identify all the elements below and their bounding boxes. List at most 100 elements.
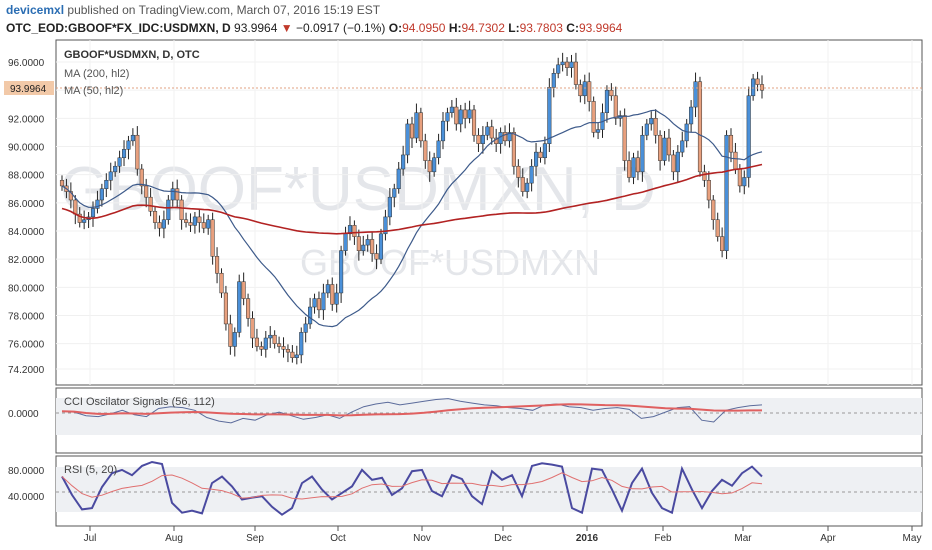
candle-body xyxy=(405,123,410,156)
candle-body xyxy=(308,306,313,325)
candle-body xyxy=(232,332,237,347)
cci-y-tick-label: 0.0000 xyxy=(8,409,39,420)
candle-body xyxy=(755,78,760,85)
x-tick-label: Feb xyxy=(654,533,672,544)
candle-body xyxy=(565,61,570,68)
candle-body xyxy=(383,216,388,235)
candle-body xyxy=(622,115,627,161)
candle-body xyxy=(294,354,299,358)
candle-body xyxy=(192,216,197,226)
y-tick-label: 90.0000 xyxy=(8,142,45,153)
candle-body xyxy=(711,199,716,220)
candle-body xyxy=(365,239,370,246)
candle-body xyxy=(409,123,415,139)
candle-body xyxy=(68,191,73,201)
cci-signal-line xyxy=(61,403,762,417)
candle-body xyxy=(516,165,521,178)
candle-body xyxy=(73,199,78,215)
candle-body xyxy=(489,126,494,139)
candle-body xyxy=(401,154,406,170)
moving-averages xyxy=(61,109,763,328)
candle-body xyxy=(148,196,153,212)
candle-body xyxy=(95,199,100,209)
x-tick-label: Dec xyxy=(494,533,512,544)
candle-body xyxy=(427,160,432,173)
candle-body xyxy=(370,239,375,254)
symbol-name[interactable]: OTC_EOD:GBOOF*FX_IDC:USDMXN, D xyxy=(6,21,231,35)
candle-body xyxy=(144,185,149,198)
price-tag xyxy=(4,81,54,95)
candle-body xyxy=(591,101,596,133)
ma200-line xyxy=(61,163,763,235)
close-label: C: xyxy=(566,21,579,35)
legend-ma200: MA (200, hl2) xyxy=(64,68,129,80)
down-arrow-icon: ▼ xyxy=(280,21,293,35)
candle-body xyxy=(254,337,259,347)
y-tick-label: 84.0000 xyxy=(8,227,45,238)
candle-body xyxy=(77,213,82,223)
candle-body xyxy=(250,318,255,339)
candle-body xyxy=(534,151,539,167)
x-tick-label: May xyxy=(903,533,922,544)
candle-body xyxy=(640,134,645,173)
candle-body xyxy=(179,199,184,220)
candle-body xyxy=(631,157,636,178)
candle-body xyxy=(467,109,472,119)
candle-body xyxy=(432,157,437,173)
rsi-band xyxy=(56,467,922,512)
x-tick-label: 2016 xyxy=(576,533,599,544)
candle-body xyxy=(675,151,680,173)
candle-body xyxy=(423,140,428,161)
candle-body xyxy=(706,180,711,201)
candle-body xyxy=(82,219,87,223)
candle-body xyxy=(666,137,672,156)
y-tick-label: 86.0000 xyxy=(8,199,45,210)
candle-body xyxy=(223,292,228,325)
candle-body xyxy=(653,118,658,136)
candle-body xyxy=(259,346,264,350)
published-text: published on TradingView.com, March 07, … xyxy=(67,3,381,17)
candle-body xyxy=(560,61,565,66)
candle-body xyxy=(334,292,339,305)
candle-body xyxy=(728,134,734,153)
candle-body xyxy=(312,298,317,308)
candle-body xyxy=(458,109,463,125)
legend-ma50: MA (50, hl2) xyxy=(64,85,123,97)
candle-body xyxy=(206,219,211,229)
candle-body xyxy=(454,106,459,125)
candle-body xyxy=(299,332,304,356)
candle-body xyxy=(352,225,357,237)
candle-body xyxy=(175,188,180,201)
y-tick-label: 92.0000 xyxy=(8,114,45,125)
x-tick-label: Mar xyxy=(734,533,752,544)
x-tick-label: Oct xyxy=(330,533,346,544)
username-link[interactable]: devicemxl xyxy=(6,3,65,17)
cci-series: 0.0000 xyxy=(8,398,763,424)
y-tick-label: 82.0000 xyxy=(8,255,45,266)
candle-body xyxy=(414,112,419,139)
candle-body xyxy=(130,134,135,142)
candlesticks xyxy=(59,52,765,365)
y-tick-label: 96.0000 xyxy=(8,58,45,69)
low-label: L: xyxy=(508,21,520,35)
candle-body xyxy=(272,334,277,344)
candle-body xyxy=(285,349,290,353)
candle-body xyxy=(671,154,676,173)
candle-body xyxy=(573,61,578,85)
candle-body xyxy=(290,351,295,358)
candle-body xyxy=(502,132,508,142)
candle-body xyxy=(59,180,65,187)
legend-title: GBOOF*USDMXN, D, OTC xyxy=(64,49,200,61)
candle-body xyxy=(547,87,552,144)
candle-body xyxy=(161,219,166,229)
candle-body xyxy=(759,84,765,91)
candle-body xyxy=(569,61,574,68)
candle-body xyxy=(445,112,450,122)
candle-body xyxy=(737,168,742,187)
y-tick-label: 74.2000 xyxy=(8,365,45,376)
candle-body xyxy=(361,244,366,251)
candle-body xyxy=(578,84,583,97)
candle-body xyxy=(263,337,268,350)
candle-body xyxy=(538,151,543,159)
